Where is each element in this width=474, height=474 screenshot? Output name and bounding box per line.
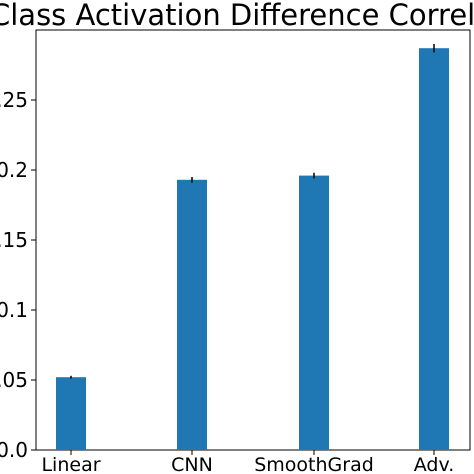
bar-0 (56, 377, 86, 450)
y-tick-label: 0.05 (0, 368, 28, 392)
y-tick-label: 0.1 (0, 298, 28, 322)
bar-3 (419, 48, 449, 450)
x-tick-label-1: CNN (171, 454, 213, 474)
bar-2 (299, 175, 329, 450)
y-tick-label: 0.2 (0, 158, 28, 182)
y-tick-label: 0.25 (0, 88, 28, 112)
y-tick-label: 0.15 (0, 228, 28, 252)
x-tick-label-3: Adv. (414, 454, 455, 474)
plot-frame (35, 29, 471, 451)
y-tick-label: 0.0 (0, 438, 28, 462)
x-tick-label-0: Linear (41, 454, 100, 474)
bar-series (56, 44, 449, 451)
x-tick-label-2: SmoothGrad (254, 454, 374, 474)
bar-1 (177, 179, 207, 451)
chart-title: Class Activation Difference Correlation (0, 0, 474, 32)
x-axis: Linear CNN SmoothGrad Adv. (41, 450, 454, 474)
y-axis: 0.0 0.05 0.1 0.15 0.2 0.25 (0, 88, 36, 462)
